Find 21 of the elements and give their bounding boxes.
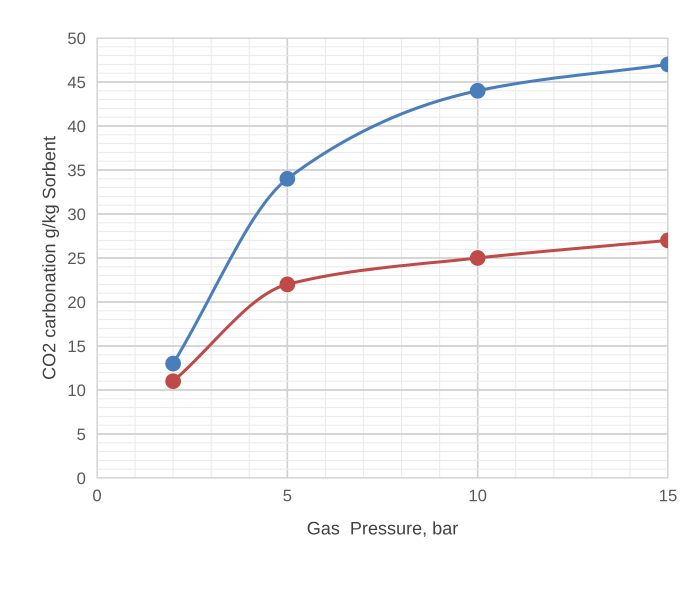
point xyxy=(165,373,181,390)
point xyxy=(279,170,296,187)
y-tick-label: 10 xyxy=(68,384,86,396)
x-tick-label: 15 xyxy=(660,490,677,502)
x-axis-title: Gas Pressure, bar xyxy=(308,521,458,537)
y-tick-label: 50 xyxy=(68,32,86,44)
x-tick-label: 10 xyxy=(470,490,486,502)
y-axis-title: CO2 carbonation g/kg Sorbent xyxy=(42,136,60,380)
x-tick-label: 0 xyxy=(93,490,101,502)
y-tick-label: 45 xyxy=(68,76,86,88)
y-tick-label: 15 xyxy=(68,340,86,352)
point xyxy=(279,276,296,292)
y-tick-label: 40 xyxy=(68,120,86,132)
y-tick-label: 0 xyxy=(77,472,86,484)
y-tick-label: 25 xyxy=(68,252,86,264)
y-tick-label: 30 xyxy=(68,208,86,220)
point xyxy=(165,356,181,372)
y-tick-label: 35 xyxy=(68,164,86,176)
y-tick-label: 5 xyxy=(77,428,86,440)
x-tick-label: 5 xyxy=(283,490,292,502)
y-tick-label: 20 xyxy=(68,296,86,308)
